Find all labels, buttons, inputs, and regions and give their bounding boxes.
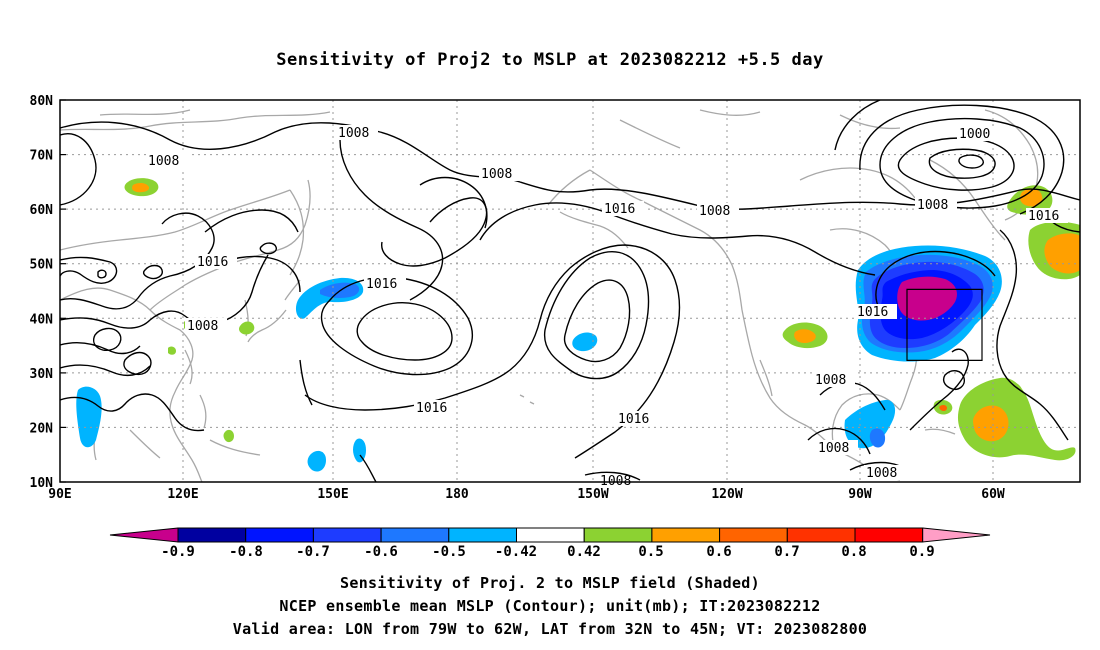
lat-labels: 80N 70N 60N 50N 40N 30N 20N 10N [30,94,54,491]
contour-label: 1016 [604,202,635,217]
lon-label: 60W [981,487,1005,502]
plot-title: Sensitivity of Proj2 to MSLP at 20230822… [276,50,824,70]
shade-positive [1044,233,1080,274]
colorbar-swatch [854,527,924,543]
shade-negative-max [897,276,957,321]
contour-label: 1008 [815,373,846,388]
shade-positive [973,405,1009,442]
colorbar-swatch [177,527,247,543]
lat-label: 80N [30,94,54,109]
colorbar-label: 0.7 [774,544,799,560]
shade-positive [1003,382,1023,400]
colorbar-label: 0.6 [706,544,731,560]
valid-area-box [906,288,983,361]
shade-blob [307,450,326,472]
caption-valid-area: Valid area: LON from 79W to 62W, LAT fro… [232,620,868,638]
contour-label: 1008 [187,319,218,334]
colorbar [109,527,991,543]
shade-positive [1020,188,1043,207]
shade-positive [794,329,816,343]
colorbar-swatch [448,527,517,543]
lat-ticks [60,99,66,483]
colorbar-swatch [719,527,788,543]
lat-label: 20N [30,421,54,436]
lon-label: 150W [577,487,608,502]
shade-blob [76,386,102,448]
lat-label: 30N [30,367,54,382]
contour-label: 1000 [959,127,990,142]
lon-label: 120W [711,487,742,502]
colorbar-swatch [786,527,856,543]
colorbar-swatch [380,527,450,543]
shade-blob [572,332,598,352]
caption-contour: NCEP ensemble mean MSLP (Contour); unit(… [279,597,821,615]
caption-shading: Sensitivity of Proj. 2 to MSLP field (Sh… [340,574,760,592]
shade-positive [132,182,150,193]
lon-label: 120E [167,487,198,502]
contour-label: 1008 [917,198,948,213]
contour-labels: 1008 1008 1008 1008 1016 1016 1016 1016 … [146,125,1068,489]
contour-label: 1008 [481,167,512,182]
contour-label: 1016 [1028,209,1059,224]
colorbar-labels: -0.9 -0.8 -0.7 -0.6 -0.5 -0.42 0.42 0.5 … [161,544,935,560]
lon-labels: 90E 120E 150E 180 150W 120W 90W 60W [48,487,1005,502]
colorbar-label: -0.5 [432,544,466,560]
colorbar-label: 0.8 [841,544,866,560]
lon-label: 150E [317,487,348,502]
shade-blob [869,428,886,448]
contour-label: 1016 [197,255,228,270]
colorbar-swatch [516,527,585,543]
colorbar-label: -0.9 [161,544,195,560]
contour-label: 1016 [618,412,649,427]
shade-positive [939,404,947,412]
colorbar-label: 0.9 [909,544,934,560]
contour-label: 1008 [818,441,849,456]
contour-label: 1008 [699,204,730,219]
colorbar-label: -0.8 [229,544,263,560]
colorbar-arrow-max [922,527,991,543]
shade-positive [223,429,234,443]
colorbar-arrow-min [109,527,179,543]
contour-label: 1016 [857,305,888,320]
lon-label: 180 [445,487,469,502]
shade-blob [353,438,366,463]
colorbar-label: -0.6 [364,544,398,560]
colorbar-swatch [651,527,721,543]
sensitivity-shading [76,178,1080,472]
colorbar-swatch [583,527,653,543]
map-frame [59,99,1081,483]
colorbar-swatch [312,527,382,543]
colorbar-swatch [245,527,314,543]
lat-label: 60N [30,203,54,218]
colorbar-label: 0.42 [567,544,601,560]
contour-label: 1008 [866,466,897,481]
shade-positive [239,321,255,335]
colorbar-label: -0.7 [296,544,330,560]
lon-label: 90W [848,487,872,502]
contour-label: 1016 [416,401,447,416]
contour-label: 1016 [366,277,397,292]
colorbar-label: 0.5 [638,544,663,560]
lat-label: 10N [30,476,54,491]
lon-label: 90E [48,487,71,502]
contour-label: 1008 [338,126,369,141]
coastlines [60,109,1039,482]
lat-label: 40N [30,312,54,327]
shade-positive [168,346,176,355]
contour-label: 1008 [148,154,179,169]
colorbar-label: -0.42 [495,544,537,560]
lat-label: 50N [30,258,54,273]
low-1000-ring [897,137,1015,191]
lat-label: 70N [30,149,54,164]
